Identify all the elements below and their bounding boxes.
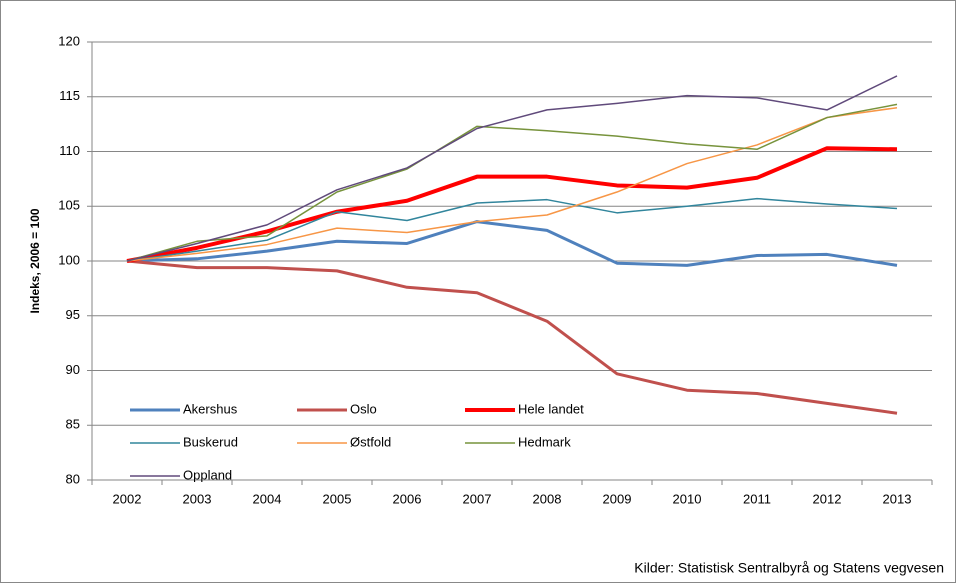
legend-label: Østfold [350,434,391,449]
x-tick-label: 2004 [253,491,282,506]
y-tick-label: 100 [58,252,80,267]
y-tick-label: 80 [66,471,80,486]
x-tick-label: 2011 [743,491,771,506]
legend-label: Buskerud [183,434,238,449]
legend-label: Hele landet [518,401,584,416]
x-tick-label: 2006 [393,491,422,506]
y-tick-label: 90 [66,362,80,377]
y-tick-label: 85 [66,417,80,432]
x-tick-label: 2009 [603,491,632,506]
y-tick-label: 120 [58,33,80,48]
series-line [126,146,898,263]
series-line [126,220,898,267]
x-tick-label: 2008 [533,491,562,506]
y-tick-label: 110 [59,143,80,158]
x-tick-label: 2010 [673,491,702,506]
source-note: Kilder: Statistisk Sentralbyrå og Staten… [634,560,944,576]
y-tick-label: 105 [58,198,80,213]
legend-label: Akershus [183,401,238,416]
series-line [126,103,898,262]
x-tick-label: 2002 [113,491,142,506]
x-tick-label: 2007 [463,491,492,506]
y-tick-label: 115 [59,88,80,103]
legend-label: Oslo [350,401,377,416]
x-tick-label: 2003 [183,491,212,506]
legend-label: Hedmark [518,434,571,449]
x-tick-label: 2012 [813,491,842,506]
series-line [126,259,898,415]
y-axis-label: Indeks, 2006 = 100 [28,208,42,313]
series-line [126,106,898,262]
x-tick-label: 2005 [323,491,352,506]
x-tick-label: 2013 [883,491,912,506]
y-tick-label: 95 [66,307,80,322]
series-line [126,197,898,262]
series-line [126,75,898,262]
legend-label: Oppland [183,467,232,482]
